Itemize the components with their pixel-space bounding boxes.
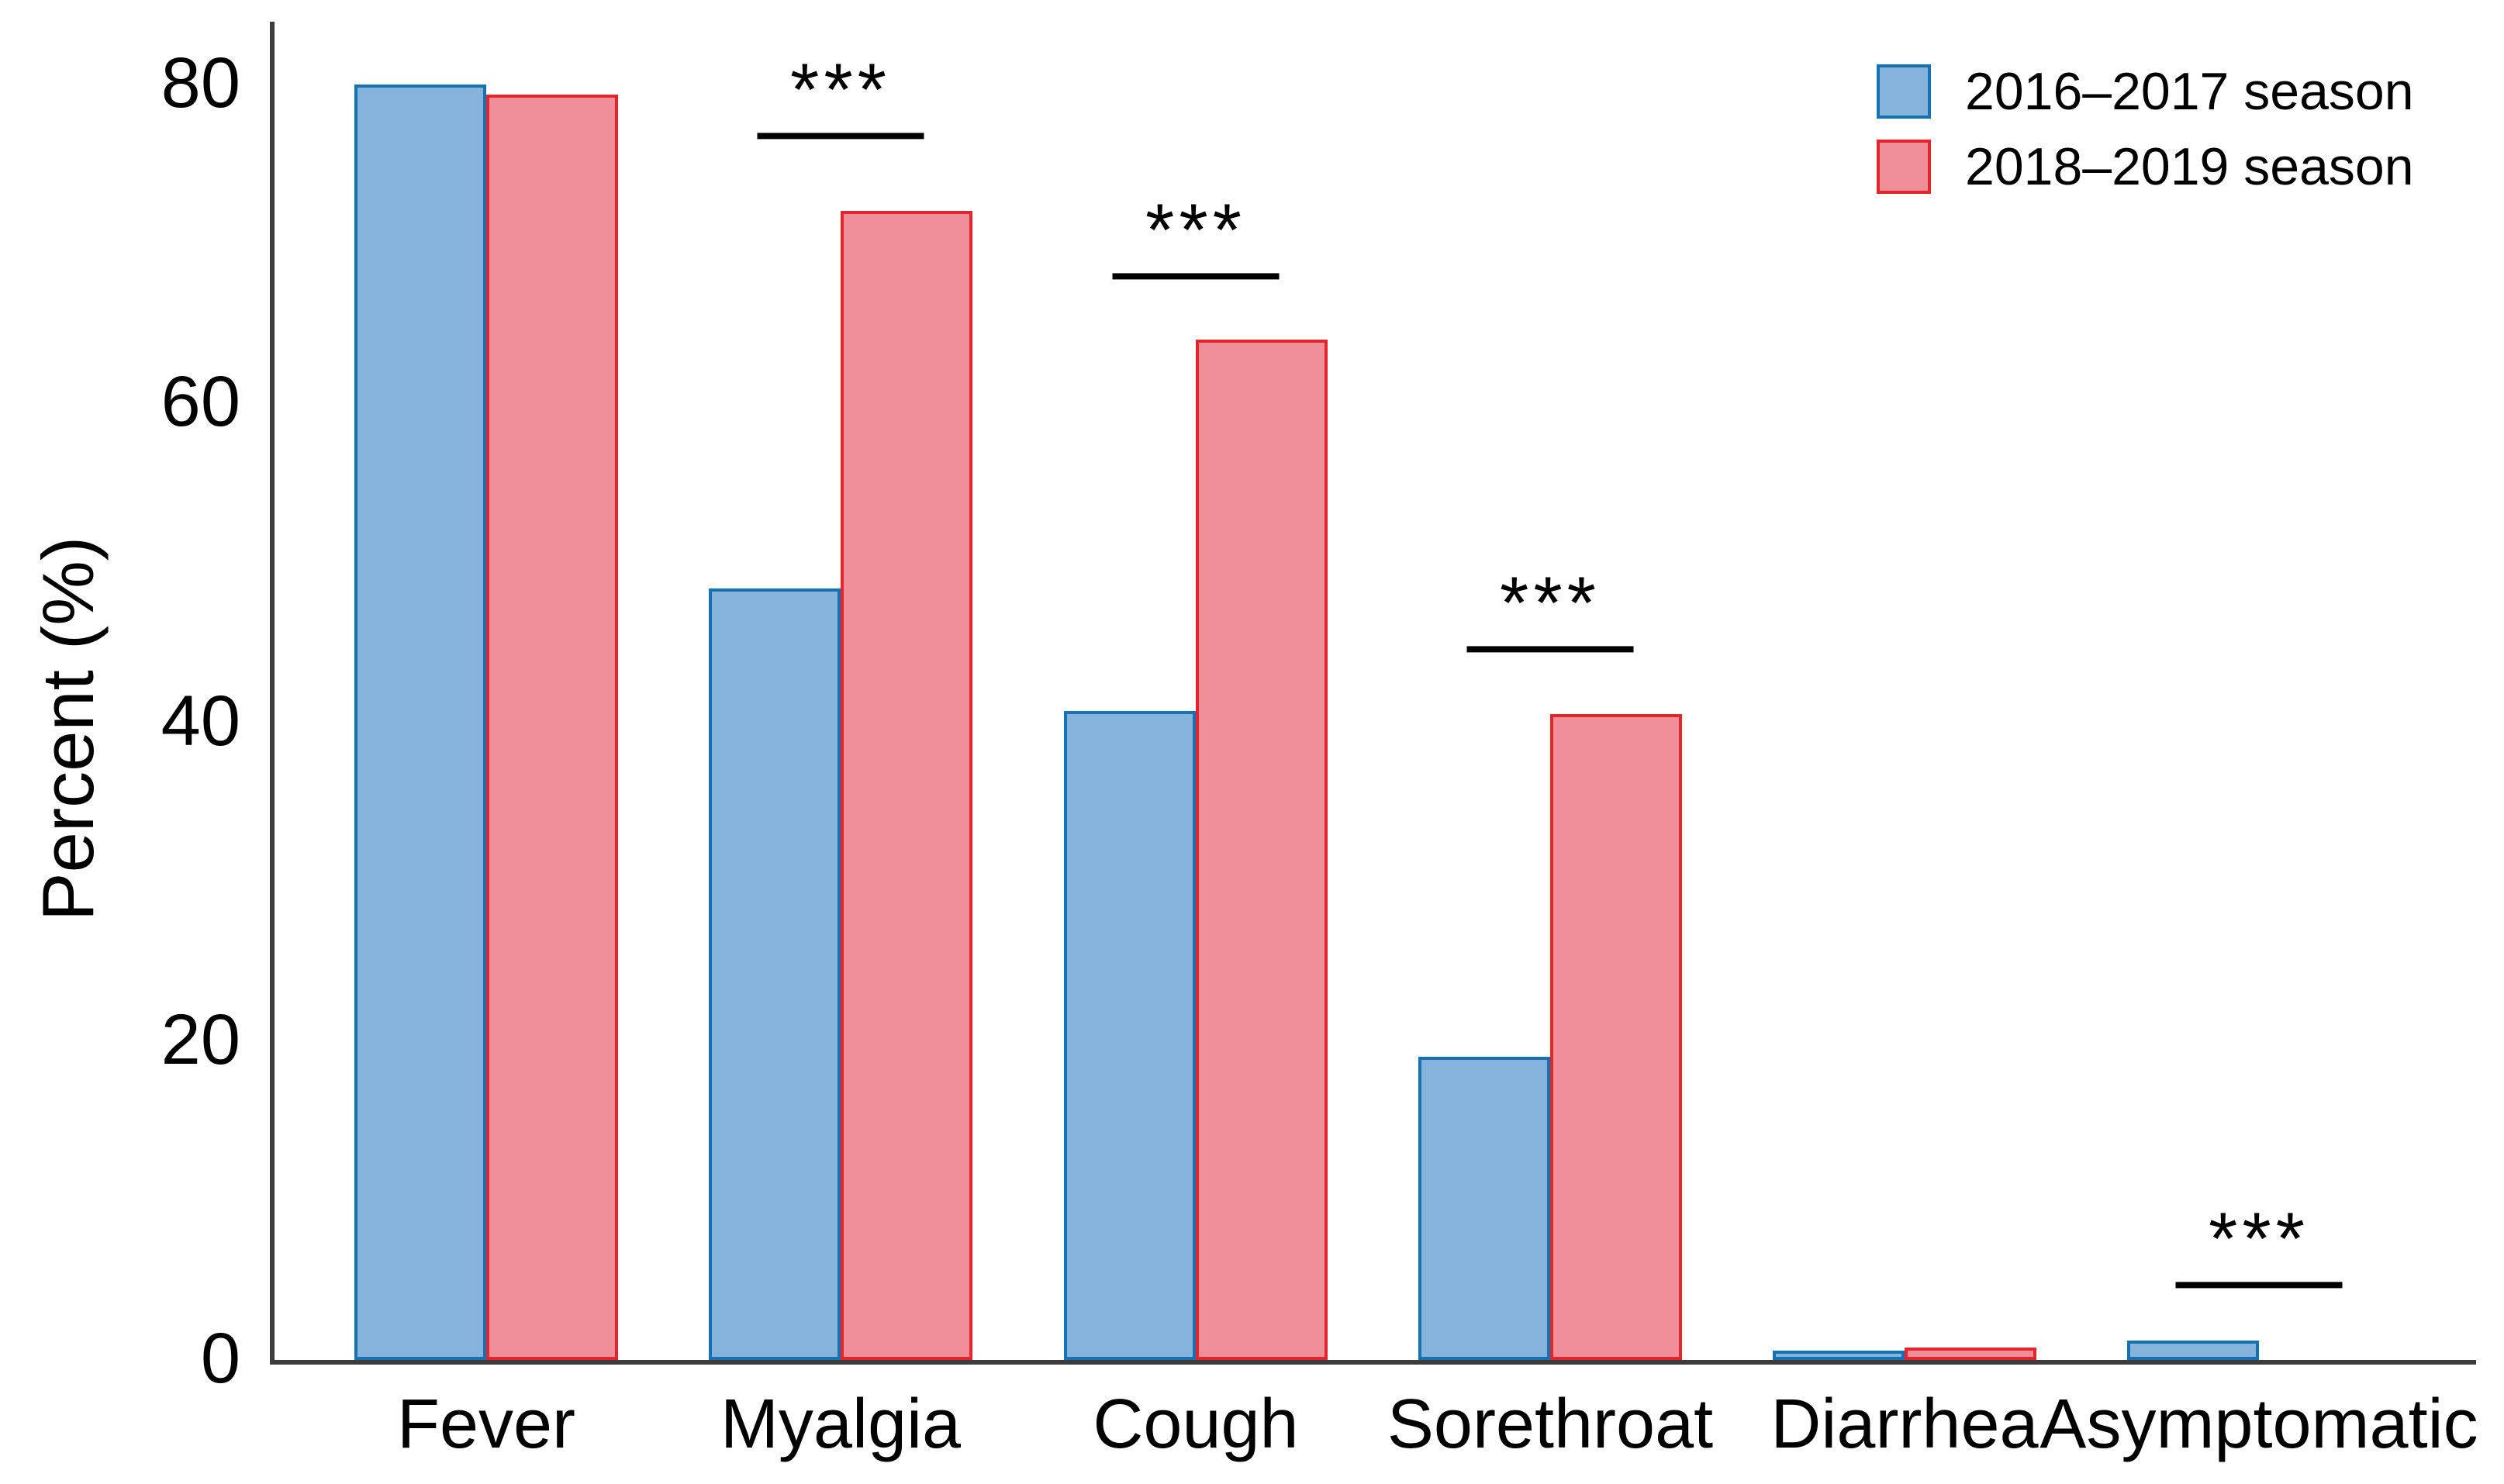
legend: 2016–2017 season 2018–2019 season [1877, 64, 2414, 194]
legend-swatch-2016-2017 [1877, 64, 1931, 119]
bar-2016-2017-cough [1064, 711, 1196, 1360]
bar-2016-2017-asymptomatic [2127, 1341, 2259, 1360]
y-tick-label-0: 0 [200, 1319, 240, 1399]
y-tick-label-20: 20 [161, 999, 240, 1079]
bar-2016-2017-diarrhea [1773, 1351, 1905, 1360]
sig-marker-myalgia: *** [757, 53, 924, 140]
x-axis-line [270, 1360, 2476, 1365]
sig-marker-sorethroat: *** [1466, 566, 1634, 653]
y-tick-label-40: 40 [161, 681, 240, 761]
y-axis-line [270, 22, 275, 1365]
bar-2016-2017-sorethroat [1418, 1057, 1550, 1360]
bar-2018-2019-sorethroat [1550, 714, 1682, 1360]
y-tick-label-60: 60 [161, 362, 240, 442]
legend-item-2018-2019: 2018–2019 season [1877, 140, 2414, 194]
category-label-fever: Fever [396, 1386, 576, 1463]
legend-label-2018-2019: 2018–2019 season [1965, 137, 2414, 196]
legend-item-2016-2017: 2016–2017 season [1877, 64, 2414, 119]
category-label-myalgia: Myalgia [720, 1386, 962, 1463]
legend-swatch-2018-2019 [1877, 140, 1931, 194]
bar-2018-2019-diarrhea [1905, 1348, 2036, 1360]
sig-marker-cough: *** [1112, 193, 1280, 280]
bar-2018-2019-fever [486, 95, 618, 1360]
category-label-sorethroat: Sorethroat [1387, 1386, 1714, 1463]
legend-label-2016-2017: 2016–2017 season [1965, 62, 2414, 121]
bar-2018-2019-cough [1196, 340, 1328, 1360]
y-tick-label-80: 80 [161, 43, 240, 123]
category-label-asymptomatic: Asymptomatic [2039, 1386, 2478, 1463]
category-label-diarrhea: Diarrhea [1770, 1386, 2039, 1463]
sig-marker-asymptomatic: *** [2175, 1203, 2343, 1289]
bar-2016-2017-myalgia [709, 588, 841, 1360]
bar-2016-2017-fever [354, 85, 486, 1360]
category-label-cough: Cough [1093, 1386, 1299, 1463]
bar-2018-2019-myalgia [841, 211, 972, 1360]
